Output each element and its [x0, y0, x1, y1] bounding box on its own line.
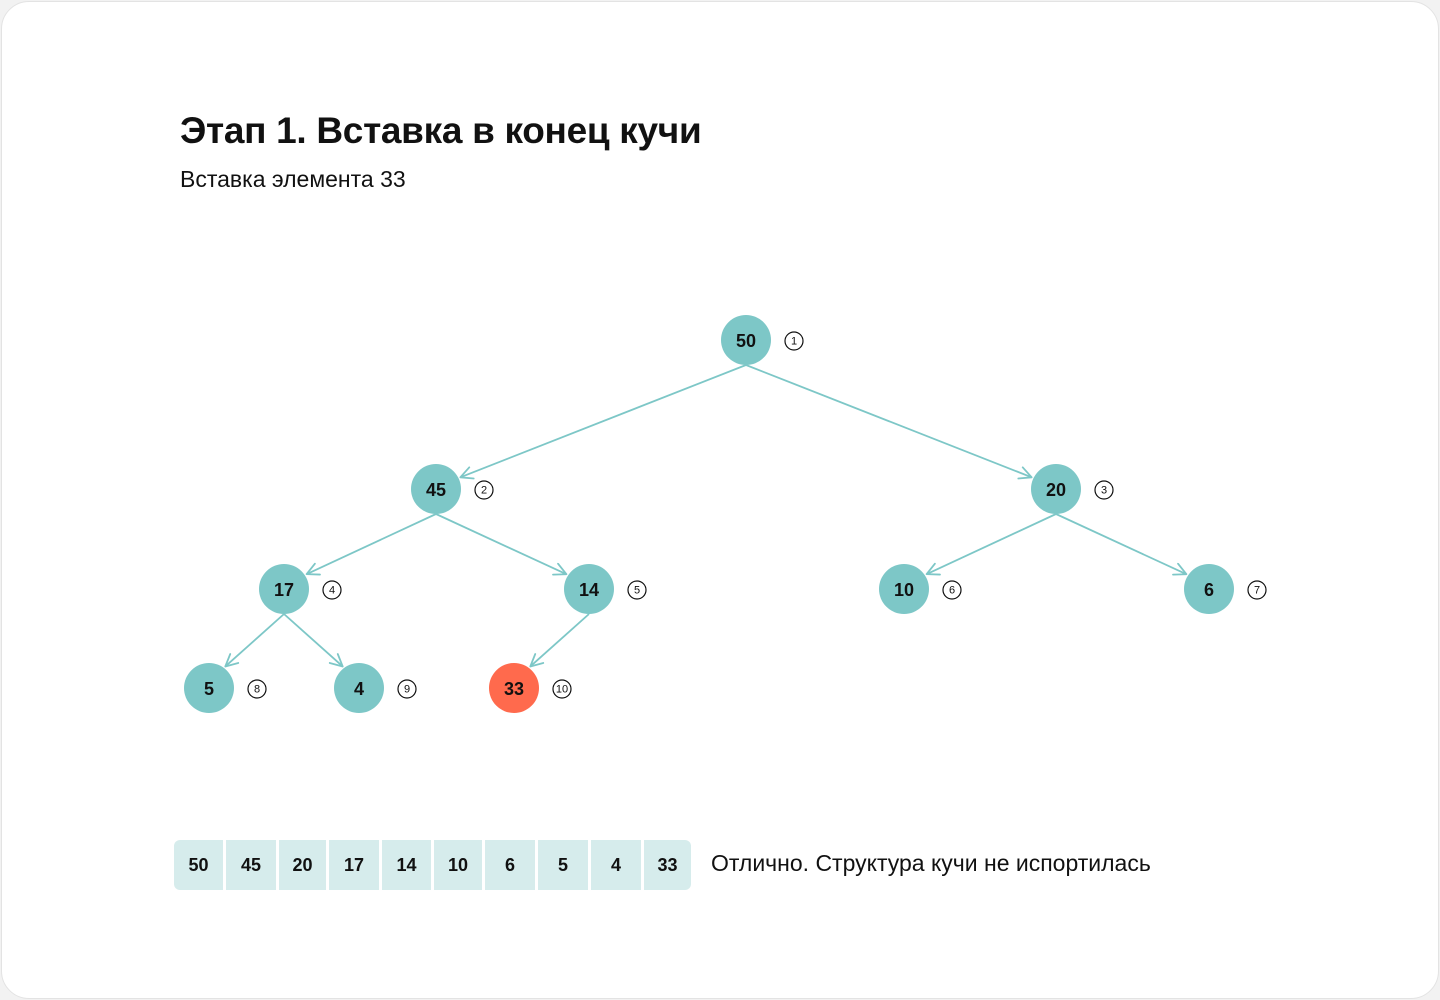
tree-node-45: 45 2 — [411, 464, 494, 514]
node-circle — [411, 464, 461, 514]
node-value: 45 — [426, 480, 446, 500]
node-circle — [721, 315, 771, 365]
tree-edge-50-45 — [459, 364, 747, 480]
tree-edge-45-17 — [305, 513, 437, 576]
array-cell: 50 — [174, 840, 223, 890]
tree-edges — [224, 364, 1188, 668]
node-value: 4 — [354, 679, 364, 699]
node-index: 6 — [949, 585, 955, 597]
index-badge-circle — [784, 331, 804, 351]
index-badge-circle — [942, 580, 962, 600]
array-cell: 6 — [485, 840, 535, 890]
tree-edge-14-33 — [529, 613, 590, 668]
array-cell: 20 — [279, 840, 326, 890]
node-index: 1 — [791, 336, 797, 348]
node-value: 50 — [736, 331, 756, 351]
tree-edge-50-20 — [745, 364, 1033, 480]
array-cell: 14 — [382, 840, 431, 890]
node-index: 4 — [329, 585, 335, 597]
node-value: 14 — [579, 580, 599, 600]
node-value: 5 — [204, 679, 214, 699]
array-cell: 45 — [226, 840, 276, 890]
tree-edge-20-10 — [925, 513, 1057, 576]
tree-node-50: 50 1 — [721, 315, 804, 365]
node-value: 20 — [1046, 480, 1066, 500]
node-circle — [879, 564, 929, 614]
tree-node-17: 17 4 — [259, 564, 342, 614]
node-index: 9 — [404, 684, 410, 696]
index-badge-circle — [552, 679, 572, 699]
node-circle — [1184, 564, 1234, 614]
array-cell: 4 — [591, 840, 641, 890]
node-index: 2 — [481, 485, 487, 497]
node-index: 3 — [1101, 485, 1107, 497]
array-cell: 33 — [644, 840, 691, 890]
tree-edge-45-14 — [435, 513, 568, 576]
node-value: 33 — [504, 679, 524, 699]
index-badge-circle — [627, 580, 647, 600]
node-index: 7 — [1254, 585, 1260, 597]
node-circle — [564, 564, 614, 614]
heap-array: 50 45 20 17 14 10 6 5 4 33 — [174, 840, 691, 890]
tree-node-33: 33 10 — [489, 663, 572, 713]
page-subtitle: Вставка элемента 33 — [180, 166, 406, 192]
array-cell: 17 — [329, 840, 379, 890]
tree-node-20: 20 3 — [1031, 464, 1114, 514]
index-badge-circle — [474, 480, 494, 500]
node-circle — [334, 663, 384, 713]
array-cell: 5 — [538, 840, 588, 890]
node-index: 10 — [556, 684, 568, 696]
page-title: Этап 1. Вставка в конец кучи — [180, 110, 702, 151]
tree-node-14: 14 5 — [564, 564, 647, 614]
node-circle — [259, 564, 309, 614]
index-badge-circle — [397, 679, 417, 699]
index-badge-circle — [322, 580, 342, 600]
tree-edge-20-6 — [1055, 513, 1188, 576]
array-cell: 10 — [434, 840, 482, 890]
inserted-node-circle — [489, 663, 539, 713]
node-index: 5 — [634, 585, 640, 597]
node-value: 17 — [274, 580, 294, 600]
node-value: 10 — [894, 580, 914, 600]
node-circle — [1031, 464, 1081, 514]
node-circle — [184, 663, 234, 713]
index-badge-circle — [1247, 580, 1267, 600]
tree-edge-17-4 — [283, 613, 344, 668]
status-message: Отлично. Структура кучи не испортилась — [711, 850, 1151, 876]
node-index: 8 — [254, 684, 260, 696]
tree-nodes: 50 145 2 20 317 4 14 5 10 6 6 75 8 4 9 33 10 — [184, 315, 1267, 713]
tree-node-10: 10 6 — [879, 564, 962, 614]
node-value: 6 — [1204, 580, 1214, 600]
index-badge-circle — [1094, 480, 1114, 500]
tree-edge-17-5 — [224, 613, 285, 668]
index-badge-circle — [247, 679, 267, 699]
